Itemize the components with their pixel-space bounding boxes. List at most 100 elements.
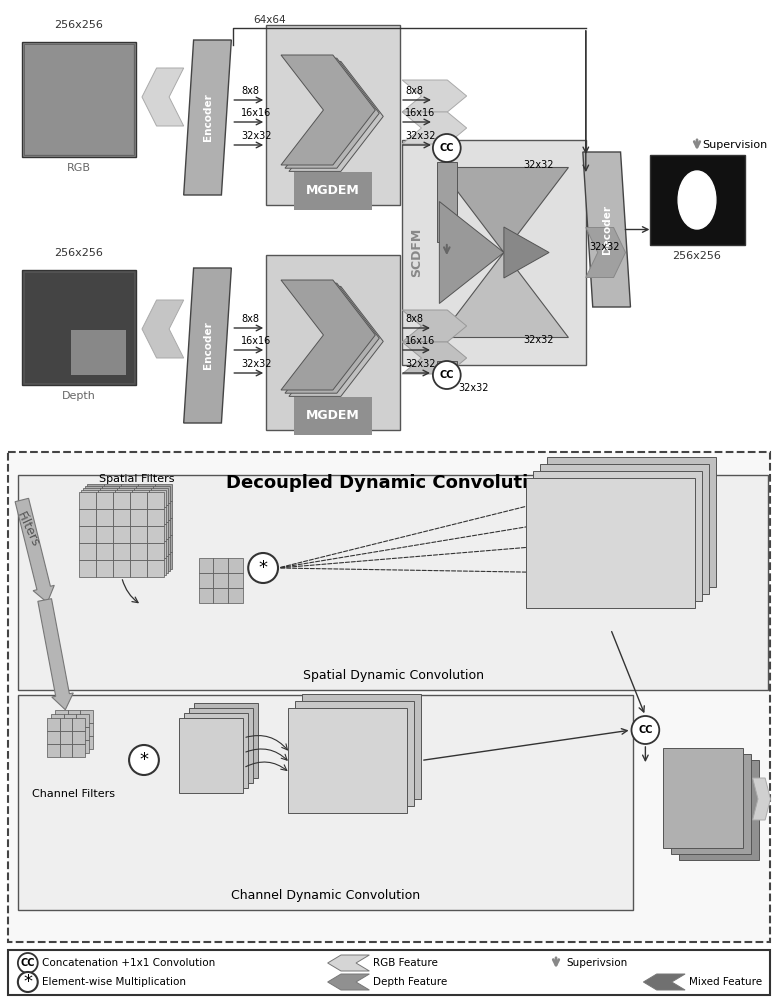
Bar (113, 526, 130, 543)
Bar (87, 518, 104, 535)
Bar (134, 539, 151, 556)
Polygon shape (402, 310, 466, 342)
Bar (83, 505, 100, 522)
Text: 8x8: 8x8 (405, 314, 423, 324)
Bar (147, 526, 164, 543)
Text: Concatenation +1x1 Convolution: Concatenation +1x1 Convolution (42, 958, 215, 968)
Bar (302, 694, 421, 799)
Bar (189, 708, 253, 783)
Bar (102, 554, 119, 571)
Bar (115, 507, 132, 524)
Bar (113, 509, 130, 526)
Bar (111, 110, 133, 132)
Text: *: * (24, 973, 32, 991)
Bar (67, 723, 81, 736)
Ellipse shape (678, 171, 716, 229)
Bar (130, 492, 147, 509)
Bar (117, 488, 134, 505)
Bar (45, 88, 67, 110)
Bar (100, 505, 117, 522)
Bar (679, 760, 759, 860)
Polygon shape (402, 112, 466, 144)
Text: 16x16: 16x16 (241, 336, 271, 346)
Bar (87, 501, 104, 518)
Bar (100, 522, 117, 539)
Bar (67, 710, 81, 723)
Text: SCDFM: SCDFM (410, 228, 423, 277)
Bar (60, 731, 72, 744)
Bar (89, 110, 111, 132)
Bar (83, 488, 100, 505)
Bar (64, 714, 77, 727)
Polygon shape (281, 55, 376, 165)
Bar (82, 524, 98, 541)
Bar (130, 509, 147, 526)
Bar (79, 526, 96, 543)
Bar (81, 736, 93, 749)
Polygon shape (439, 252, 568, 338)
Bar (96, 509, 113, 526)
Bar (51, 727, 64, 740)
Bar (136, 503, 153, 520)
Bar (437, 361, 457, 365)
Bar (79, 492, 96, 509)
Text: Filters: Filters (14, 510, 42, 550)
Bar (82, 541, 98, 558)
Bar (122, 552, 138, 569)
Bar (100, 539, 117, 556)
Bar (24, 88, 45, 110)
Text: 64x64: 64x64 (253, 15, 286, 25)
Polygon shape (439, 167, 568, 252)
Bar (134, 556, 151, 573)
Bar (149, 541, 165, 558)
Bar (288, 708, 407, 813)
Bar (113, 492, 130, 509)
Text: *: * (140, 751, 148, 769)
Text: 32x32: 32x32 (405, 131, 436, 141)
Bar (98, 507, 115, 524)
Bar (83, 556, 100, 573)
Circle shape (631, 716, 659, 744)
Bar (198, 558, 213, 573)
Bar (67, 110, 89, 132)
Bar (102, 486, 119, 503)
Bar (60, 718, 72, 731)
Bar (119, 554, 136, 571)
Bar (134, 505, 151, 522)
Bar (138, 552, 155, 569)
Bar (72, 744, 85, 757)
Text: 8x8: 8x8 (241, 86, 260, 96)
Bar (60, 744, 72, 757)
Bar (151, 539, 168, 556)
Bar (266, 25, 400, 205)
Text: 32x32: 32x32 (405, 359, 436, 369)
Bar (47, 731, 60, 744)
Text: Depth: Depth (62, 391, 96, 401)
Bar (134, 522, 151, 539)
Bar (111, 88, 133, 110)
Text: Decoder: Decoder (601, 205, 612, 254)
Circle shape (129, 745, 159, 775)
Bar (113, 560, 130, 577)
Bar (136, 486, 153, 503)
Bar (119, 537, 136, 554)
Bar (98, 541, 115, 558)
Bar (47, 718, 60, 731)
Bar (119, 503, 136, 520)
Bar (151, 556, 168, 573)
Bar (64, 740, 77, 753)
Bar (119, 520, 136, 537)
Bar (149, 558, 165, 575)
FancyArrow shape (15, 498, 54, 603)
Bar (85, 486, 102, 503)
Bar (115, 541, 132, 558)
Text: Superivsion: Superivsion (566, 958, 627, 968)
Bar (132, 558, 149, 575)
Text: CC: CC (440, 143, 454, 153)
Bar (526, 478, 695, 608)
Bar (87, 552, 104, 569)
Bar (77, 714, 89, 727)
Bar (132, 507, 149, 524)
Polygon shape (289, 61, 383, 171)
Bar (113, 543, 130, 560)
